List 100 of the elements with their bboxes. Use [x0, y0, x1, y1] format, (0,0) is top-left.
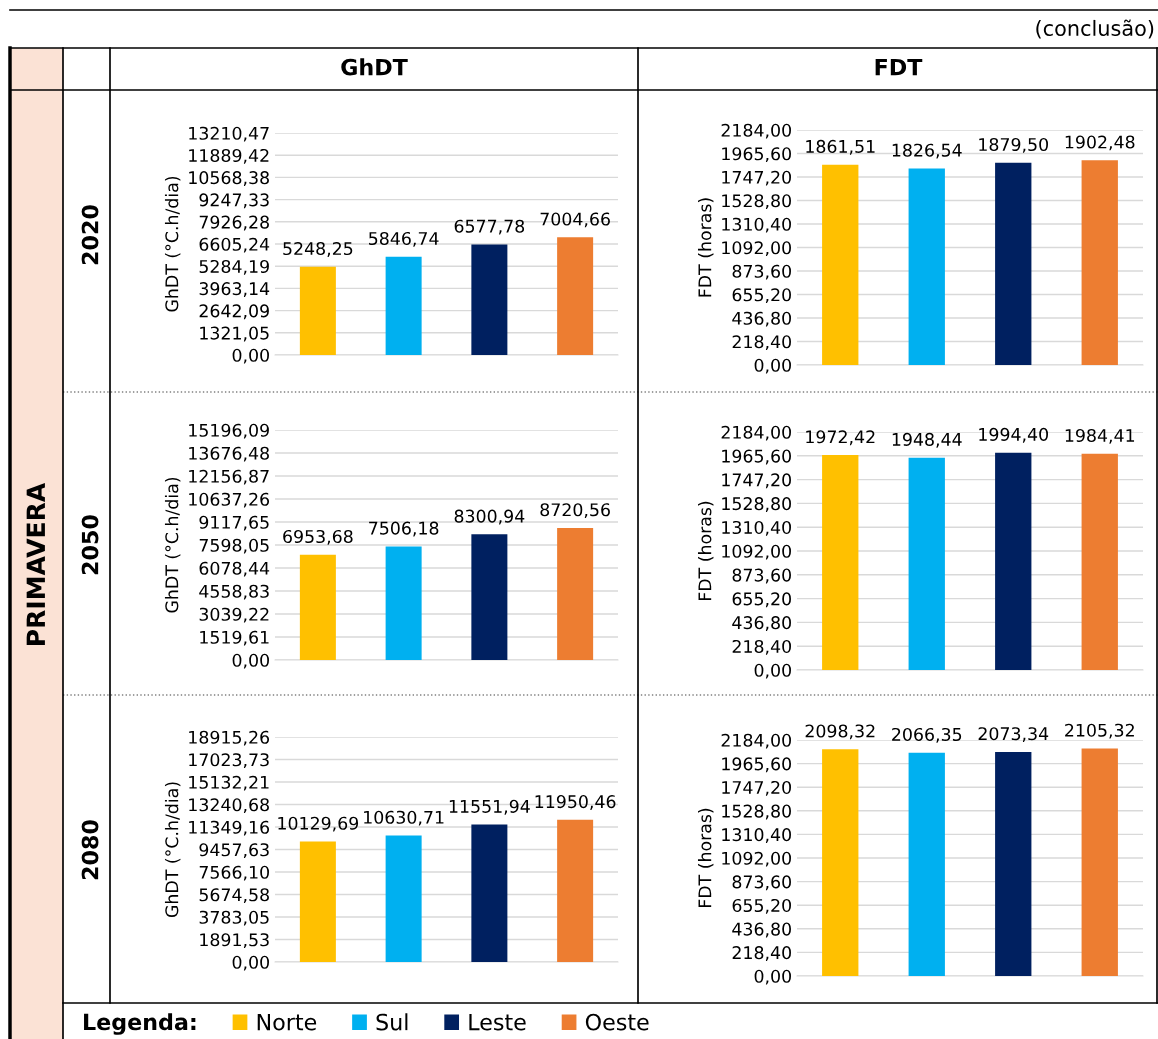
y-tick-label: 436,80 — [732, 311, 791, 327]
data-label: 8300,94 — [454, 509, 525, 525]
bar — [385, 835, 422, 962]
y-tick-label: 0,00 — [232, 955, 269, 971]
y-tick-label: 436,80 — [732, 616, 791, 632]
y-tick-label: 2184,00 — [721, 733, 791, 749]
y-tick-label: 11889,42 — [189, 148, 269, 164]
bar — [385, 546, 422, 660]
y-tick-label: 5284,19 — [199, 259, 269, 275]
legend-label: Sul — [376, 1013, 408, 1031]
data-label: 2105,32 — [1065, 723, 1134, 739]
data-label: 1902,48 — [1065, 135, 1135, 151]
y-tick-label: 17023,73 — [189, 753, 269, 769]
y-tick-label: 1092,00 — [722, 241, 791, 257]
y-tick-label: 0,00 — [232, 653, 269, 669]
y-tick-label: 15196,09 — [189, 423, 269, 439]
chart-title: GhDT — [341, 58, 408, 76]
y-tick-label: 0,00 — [754, 663, 791, 679]
bar — [299, 266, 336, 355]
y-tick-label: 13676,48 — [189, 446, 269, 462]
y-tick-label: 873,60 — [732, 568, 791, 584]
y-tick-label: 1310,40 — [722, 520, 791, 536]
bar — [299, 554, 336, 660]
bar — [1081, 160, 1118, 365]
data-label: 1826,54 — [892, 143, 962, 159]
y-tick-label: 1092,00 — [722, 544, 791, 560]
y-tick-label: 1092,00 — [722, 851, 791, 867]
y-axis-title: FDT (horas) — [697, 198, 714, 297]
data-label: 1861,51 — [806, 139, 875, 155]
y-tick-label: 1965,60 — [722, 147, 791, 163]
y-tick-label: 11349,16 — [189, 820, 270, 836]
data-label: 10129,69 — [278, 816, 359, 832]
y-tick-label: 6605,24 — [199, 237, 270, 253]
y-tick-label: 1747,20 — [722, 170, 791, 186]
y-tick-label: 0,00 — [754, 358, 791, 374]
y-tick-label: 9247,33 — [199, 193, 269, 209]
text: 2080 — [81, 820, 99, 880]
data-label: 1994,40 — [979, 427, 1048, 443]
y-tick-label: 1747,20 — [722, 780, 791, 796]
y-tick-label: 12156,87 — [189, 469, 269, 485]
y-tick-label: 9117,65 — [199, 515, 269, 531]
y-tick-label: 13210,47 — [189, 126, 269, 142]
y-tick-label: 655,20 — [732, 592, 791, 608]
y-tick-label: 1310,40 — [722, 217, 791, 233]
y-tick-label: 2642,09 — [199, 304, 269, 320]
y-tick-label: 1528,80 — [722, 194, 791, 210]
y-tick-label: 1519,61 — [200, 630, 269, 646]
y-tick-label: 873,60 — [732, 264, 791, 280]
bar — [471, 824, 508, 962]
y-tick-label: 4558,83 — [199, 584, 269, 600]
data-label: 2098,32 — [805, 724, 875, 740]
y-tick-label: 2184,00 — [721, 425, 791, 441]
data-label: 6577,78 — [454, 219, 525, 235]
data-label: 1879,50 — [979, 137, 1048, 153]
y-tick-label: 1965,60 — [722, 757, 791, 773]
data-label: 7004,66 — [540, 212, 610, 228]
y-tick-label: 6078,44 — [199, 561, 270, 577]
y-tick-label: 1891,53 — [200, 933, 269, 949]
y-tick-label: 655,20 — [732, 288, 791, 304]
bar — [471, 244, 508, 355]
y-tick-label: 9457,63 — [199, 843, 269, 859]
y-tick-label: 1310,40 — [722, 828, 791, 844]
y-tick-label: 10568,38 — [189, 171, 269, 187]
y-tick-label: 1321,05 — [200, 326, 269, 342]
y-tick-label: 655,20 — [732, 898, 791, 914]
y-tick-label: 1965,60 — [722, 449, 791, 465]
y-tick-label: 3783,05 — [199, 910, 269, 926]
y-tick-label: 13240,68 — [189, 798, 269, 814]
y-tick-label: 0,00 — [754, 969, 791, 985]
data-label: 1972,42 — [806, 430, 875, 446]
y-tick-label: 873,60 — [732, 875, 791, 891]
y-axis-title: FDT (horas) — [697, 501, 714, 601]
legend-label: Norte — [257, 1013, 317, 1031]
y-tick-label: 0,00 — [232, 348, 269, 364]
data-label: 6953,68 — [283, 529, 353, 545]
legend-title: Legenda: — [84, 1013, 196, 1035]
y-tick-label: 1747,20 — [722, 473, 791, 489]
bar — [471, 534, 508, 660]
data-label: 11551,94 — [449, 799, 530, 815]
y-axis-title: FDT (horas) — [697, 808, 714, 908]
data-label: 2066,35 — [892, 727, 962, 743]
data-label: 1948,44 — [892, 432, 962, 448]
bar — [299, 841, 336, 962]
y-tick-label: 7598,05 — [199, 538, 269, 554]
data-label: 10630,71 — [364, 810, 444, 826]
data-label: 7506,18 — [369, 521, 439, 537]
bar — [557, 819, 594, 962]
bar — [385, 256, 422, 355]
text: (conclusão) — [1036, 19, 1154, 39]
bar — [557, 528, 594, 660]
text: 2050 — [81, 515, 99, 575]
data-label: 8720,56 — [540, 503, 610, 519]
y-tick-label: 1528,80 — [722, 804, 791, 820]
y-tick-label: 3039,22 — [199, 607, 269, 623]
y-tick-label: 436,80 — [732, 922, 791, 938]
y-tick-label: 3963,14 — [199, 282, 270, 298]
y-tick-label: 218,40 — [732, 639, 791, 655]
bar — [995, 162, 1032, 365]
y-tick-label: 18915,26 — [189, 730, 270, 746]
y-tick-label: 5674,58 — [199, 888, 269, 904]
